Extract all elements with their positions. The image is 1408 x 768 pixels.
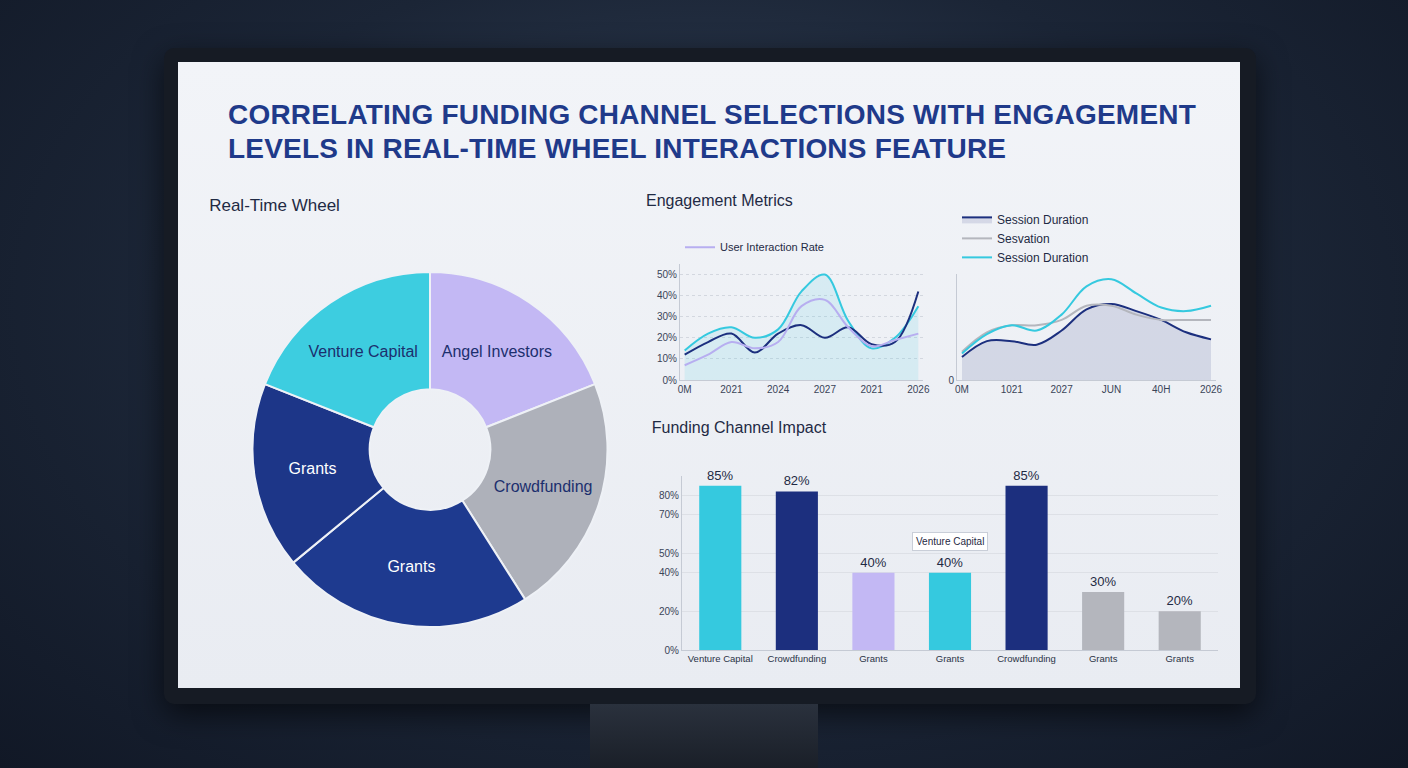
svg-text:Grants: Grants: [387, 558, 435, 575]
svg-text:Engagement Metrics: Engagement Metrics: [646, 192, 793, 209]
svg-text:0%: 0%: [663, 375, 678, 386]
svg-text:Session Duration: Session Duration: [997, 213, 1088, 227]
svg-text:80%: 80%: [659, 490, 679, 501]
svg-text:0%: 0%: [665, 645, 680, 656]
svg-text:Crowdfunding: Crowdfunding: [494, 478, 593, 495]
svg-text:Crowdfunding: Crowdfunding: [997, 653, 1056, 664]
svg-text:Venture Capital: Venture Capital: [916, 536, 984, 547]
svg-text:Real-Time Wheel: Real-Time Wheel: [209, 196, 340, 215]
svg-text:40%: 40%: [937, 555, 963, 570]
svg-text:85%: 85%: [707, 468, 733, 483]
svg-text:Session Duration: Session Duration: [997, 251, 1088, 265]
svg-text:Sesvation: Sesvation: [997, 232, 1050, 246]
svg-text:Grants: Grants: [289, 460, 337, 477]
svg-text:Grants: Grants: [859, 653, 888, 664]
svg-text:40%: 40%: [860, 555, 886, 570]
svg-text:2027: 2027: [814, 384, 837, 395]
svg-text:Angel Investors: Angel Investors: [442, 343, 552, 360]
svg-text:0M: 0M: [678, 384, 692, 395]
svg-text:30%: 30%: [657, 311, 677, 322]
svg-text:User Interaction Rate: User Interaction Rate: [720, 241, 824, 253]
svg-text:20%: 20%: [657, 332, 677, 343]
svg-text:2021: 2021: [720, 384, 743, 395]
svg-text:40%: 40%: [659, 567, 679, 578]
svg-text:40H: 40H: [1152, 384, 1170, 395]
svg-text:Venture Capital: Venture Capital: [688, 653, 753, 664]
svg-text:Grants: Grants: [1089, 653, 1118, 664]
svg-text:Grants: Grants: [936, 653, 965, 664]
svg-text:50%: 50%: [657, 269, 677, 280]
svg-text:Venture Capital: Venture Capital: [308, 343, 417, 360]
svg-text:20%: 20%: [659, 606, 679, 617]
svg-text:Crowdfunding: Crowdfunding: [768, 653, 827, 664]
svg-text:2021: 2021: [860, 384, 883, 395]
svg-text:Funding Channel Impact: Funding Channel Impact: [652, 419, 827, 436]
svg-text:40%: 40%: [657, 290, 677, 301]
svg-text:0M: 0M: [955, 384, 969, 395]
svg-text:10%: 10%: [657, 353, 677, 364]
svg-text:Grants: Grants: [1165, 653, 1194, 664]
svg-text:2024: 2024: [767, 384, 790, 395]
svg-text:1021: 1021: [1001, 384, 1024, 395]
svg-text:85%: 85%: [1013, 468, 1039, 483]
html-text:CORRELATING FUNDING CHANNEL SE: CORRELATING FUNDING CHANNEL SELECTIONS W…: [228, 99, 1196, 164]
svg-text:2026: 2026: [907, 384, 930, 395]
svg-text:50%: 50%: [659, 548, 679, 559]
svg-text:30%: 30%: [1090, 574, 1116, 589]
svg-text:20%: 20%: [1166, 593, 1192, 608]
svg-text:JUN: JUN: [1102, 384, 1121, 395]
svg-text:70%: 70%: [659, 509, 679, 520]
svg-text:2026: 2026: [1200, 384, 1223, 395]
svg-text:82%: 82%: [784, 473, 810, 488]
svg-text:0: 0: [948, 375, 954, 386]
svg-text:2027: 2027: [1050, 384, 1073, 395]
